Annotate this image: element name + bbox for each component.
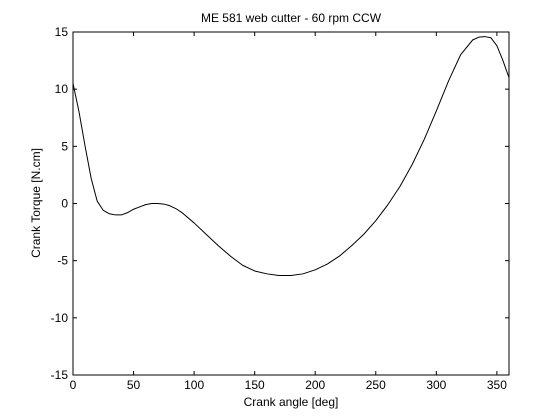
x-axis-label: Crank angle [deg] bbox=[244, 395, 339, 409]
plot-area bbox=[72, 31, 510, 376]
x-tick-label: 250 bbox=[366, 378, 386, 392]
x-tick-label: 0 bbox=[70, 378, 77, 392]
x-tick-label: 50 bbox=[127, 378, 141, 392]
y-axis: -15 -10 -5 0 5 10 15 bbox=[51, 25, 509, 382]
y-tick-label: 5 bbox=[61, 139, 68, 153]
y-tick-label: -15 bbox=[51, 368, 69, 382]
series-layer bbox=[72, 36, 510, 277]
y-tick-label: -10 bbox=[51, 311, 69, 325]
chart-title: ME 581 web cutter - 60 rpm CCW bbox=[201, 11, 382, 25]
x-tick-label: 100 bbox=[184, 378, 204, 392]
y-tick-label: 0 bbox=[61, 197, 68, 211]
y-tick-label: 10 bbox=[55, 82, 69, 96]
x-tick-label: 300 bbox=[426, 378, 446, 392]
x-tick-label: 350 bbox=[487, 378, 507, 392]
x-axis: 0 50 100 150 200 250 300 350 bbox=[70, 32, 507, 392]
x-tick-label: 200 bbox=[305, 378, 325, 392]
series-line bbox=[72, 36, 510, 277]
x-tick-label: 150 bbox=[245, 378, 265, 392]
y-tick-label: -5 bbox=[57, 254, 68, 268]
y-tick-label: 15 bbox=[55, 25, 69, 39]
y-axis-label: Crank Torque [N.cm] bbox=[29, 148, 43, 258]
